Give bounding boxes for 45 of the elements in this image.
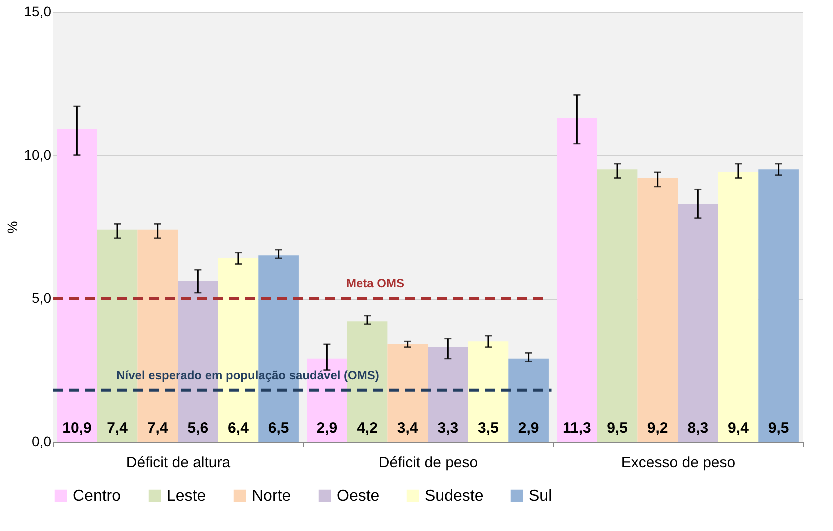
data-label: 3,3 [438,420,459,437]
bar [758,170,799,442]
legend-label: Norte [252,488,292,505]
data-label: 7,4 [147,420,169,437]
y-tick-label: 10,0 [24,146,52,163]
bar [638,178,678,442]
legend-label: Sudeste [425,488,484,505]
legend-label: Sul [529,488,552,505]
data-label: 2,9 [316,420,338,437]
data-label: 9,4 [728,420,750,437]
data-label: 6,5 [268,420,290,437]
data-label: 9,2 [647,420,668,437]
bar [468,342,509,442]
y-axis-title: % [4,221,20,234]
data-label: 7,4 [107,420,129,437]
x-tick-label: Excesso de peso [621,454,736,472]
x-tick-label: Déficit de altura [126,454,232,472]
x-tick-label: Déficit de peso [378,454,478,472]
data-label: 10,9 [62,420,92,437]
bar [597,170,638,442]
data-label: 9,5 [607,420,628,437]
data-label: 8,3 [688,420,709,437]
data-label: 6,4 [228,420,250,437]
bar [57,130,98,442]
data-label: 4,2 [357,420,378,437]
data-label: 2,9 [518,420,540,437]
bar [388,344,428,442]
bar [557,118,598,442]
bar [428,347,468,442]
y-tick-label: 15,0 [24,4,52,20]
bar [718,172,759,442]
ref-line-label: Meta OMS [346,276,405,291]
data-label: 11,3 [563,420,592,437]
legend-label: Oeste [337,488,380,505]
legend-label: Centro [73,488,122,505]
bar [678,204,718,442]
data-label: 3,5 [478,420,499,437]
ref-line-label: Nível esperado em população saudável (OMS) [116,368,380,382]
data-label: 9,5 [768,420,790,437]
y-tick-label: 0,0 [32,434,52,450]
y-tick-label: 5,0 [32,290,52,306]
bar [508,358,549,442]
data-label: 5,6 [188,420,209,437]
data-label: 3,4 [397,420,419,437]
legend-label: Leste [167,488,206,505]
